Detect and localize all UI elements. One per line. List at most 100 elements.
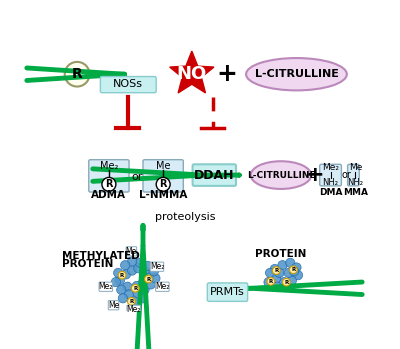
- Circle shape: [278, 261, 287, 270]
- FancyBboxPatch shape: [108, 300, 119, 310]
- FancyBboxPatch shape: [100, 76, 156, 93]
- Text: PRMTs: PRMTs: [210, 287, 245, 297]
- Circle shape: [131, 284, 139, 292]
- Circle shape: [144, 273, 154, 282]
- Circle shape: [115, 276, 124, 285]
- FancyBboxPatch shape: [156, 282, 169, 291]
- Circle shape: [272, 267, 280, 274]
- Text: Me₂: Me₂: [126, 305, 141, 314]
- Text: R: R: [129, 299, 134, 304]
- Circle shape: [266, 268, 275, 277]
- Text: or: or: [341, 170, 351, 180]
- Circle shape: [128, 266, 137, 275]
- FancyBboxPatch shape: [89, 160, 129, 192]
- Text: Me: Me: [349, 163, 362, 172]
- Text: or: or: [131, 172, 142, 181]
- Circle shape: [121, 270, 130, 279]
- Text: DDAH: DDAH: [194, 169, 234, 181]
- Text: Me: Me: [156, 161, 170, 171]
- Circle shape: [140, 267, 149, 276]
- Circle shape: [286, 258, 295, 267]
- Circle shape: [292, 263, 301, 272]
- Circle shape: [132, 281, 142, 291]
- Circle shape: [143, 261, 152, 270]
- Circle shape: [282, 282, 291, 291]
- Text: NOSs: NOSs: [113, 79, 143, 89]
- Circle shape: [290, 266, 297, 274]
- Text: Me₂: Me₂: [100, 161, 118, 171]
- Text: NH₂: NH₂: [347, 178, 363, 187]
- Text: proteolysis: proteolysis: [155, 213, 215, 222]
- Circle shape: [117, 285, 126, 295]
- Text: L-CITRULLINE: L-CITRULLINE: [247, 171, 315, 180]
- Circle shape: [138, 294, 148, 303]
- Text: L-CITRULLINE: L-CITRULLINE: [254, 69, 338, 79]
- Text: Me: Me: [126, 247, 137, 256]
- FancyBboxPatch shape: [126, 247, 137, 256]
- Text: MMA: MMA: [343, 187, 368, 196]
- FancyBboxPatch shape: [99, 282, 112, 291]
- Text: Me₂: Me₂: [155, 282, 170, 291]
- Text: R: R: [269, 279, 273, 284]
- Circle shape: [151, 274, 160, 283]
- Circle shape: [146, 280, 155, 289]
- Circle shape: [138, 278, 148, 288]
- Circle shape: [287, 276, 296, 285]
- Polygon shape: [170, 51, 214, 93]
- Text: +: +: [216, 62, 237, 86]
- Text: R: R: [291, 267, 296, 272]
- FancyBboxPatch shape: [207, 283, 248, 302]
- Text: METHYLATED: METHYLATED: [62, 251, 139, 261]
- Circle shape: [144, 275, 152, 283]
- Text: Me₂: Me₂: [322, 163, 339, 172]
- Circle shape: [133, 288, 142, 297]
- Circle shape: [280, 277, 289, 287]
- Circle shape: [111, 277, 120, 287]
- Circle shape: [140, 285, 149, 295]
- FancyBboxPatch shape: [143, 160, 183, 192]
- Circle shape: [293, 270, 303, 280]
- Text: R: R: [120, 273, 124, 278]
- Text: NH₂: NH₂: [322, 178, 338, 187]
- Circle shape: [118, 271, 126, 279]
- Text: PROTEIN: PROTEIN: [255, 248, 307, 259]
- Circle shape: [102, 177, 116, 191]
- Text: R: R: [72, 67, 82, 81]
- Circle shape: [272, 274, 281, 283]
- Text: R: R: [133, 286, 137, 291]
- Circle shape: [275, 268, 284, 277]
- Circle shape: [135, 258, 144, 267]
- Circle shape: [270, 265, 279, 274]
- Circle shape: [128, 297, 135, 305]
- Text: DMA: DMA: [319, 187, 342, 196]
- Text: R: R: [274, 268, 278, 273]
- Circle shape: [114, 268, 123, 277]
- Circle shape: [120, 261, 130, 270]
- Text: NO: NO: [177, 65, 207, 83]
- Text: R: R: [284, 280, 288, 285]
- Text: PROTEIN: PROTEIN: [62, 259, 113, 269]
- Circle shape: [284, 268, 293, 277]
- Circle shape: [65, 62, 90, 87]
- Ellipse shape: [251, 161, 311, 189]
- Circle shape: [272, 282, 282, 291]
- Text: Me₂: Me₂: [150, 262, 164, 271]
- Circle shape: [129, 297, 138, 306]
- FancyBboxPatch shape: [150, 262, 164, 271]
- Text: R: R: [105, 179, 113, 189]
- Ellipse shape: [246, 58, 347, 90]
- Circle shape: [118, 294, 128, 303]
- Circle shape: [124, 290, 134, 299]
- Circle shape: [264, 277, 273, 287]
- Circle shape: [149, 267, 158, 276]
- FancyBboxPatch shape: [348, 164, 359, 186]
- FancyBboxPatch shape: [320, 164, 342, 186]
- Circle shape: [282, 278, 290, 286]
- FancyBboxPatch shape: [127, 305, 140, 314]
- Circle shape: [134, 263, 143, 273]
- Circle shape: [156, 177, 170, 191]
- Text: Me: Me: [108, 301, 119, 310]
- Text: Me₂: Me₂: [99, 282, 113, 291]
- Circle shape: [267, 277, 275, 285]
- Circle shape: [290, 267, 299, 276]
